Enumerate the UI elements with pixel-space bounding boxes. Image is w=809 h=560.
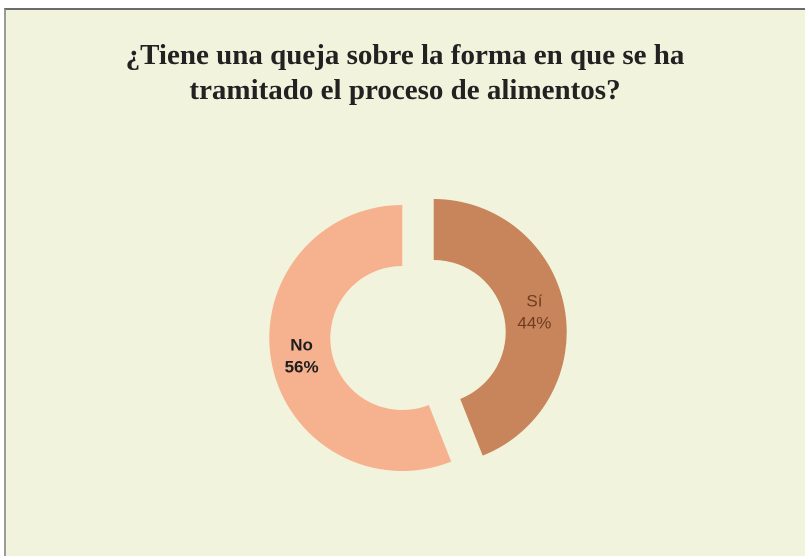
- slice-value-label: 56%: [285, 358, 319, 377]
- slice-category-label: No: [290, 336, 313, 355]
- donut-slice: [433, 199, 567, 456]
- slice-value-label: 44%: [517, 313, 551, 332]
- chart-title: ¿Tiene una queja sobre la forma en que s…: [125, 39, 685, 106]
- donut-slice: [269, 204, 452, 471]
- slice-category-label: Sí: [526, 291, 542, 310]
